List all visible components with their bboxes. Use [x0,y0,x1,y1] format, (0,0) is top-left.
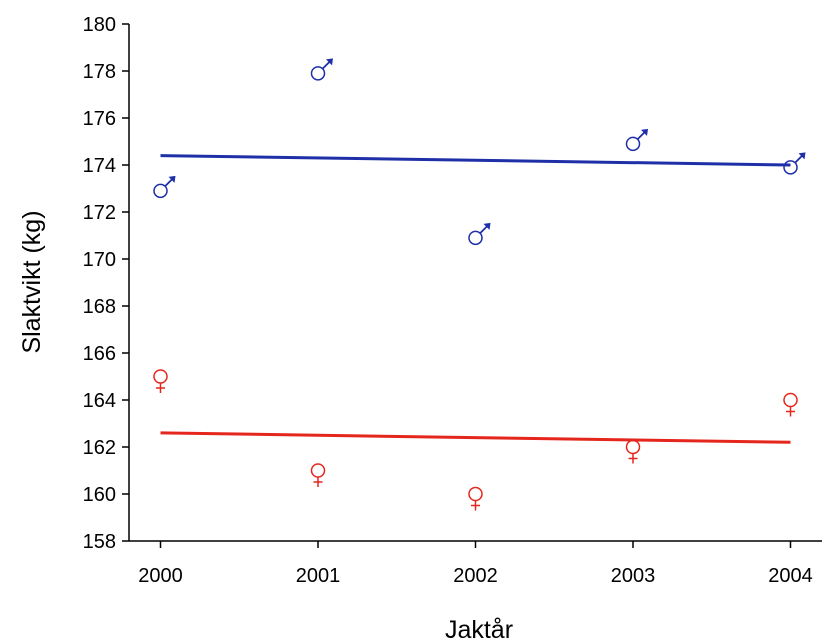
y-tick-label: 176 [83,108,116,130]
male-arrow-head [641,128,648,136]
male-symbol-point [783,152,806,175]
y-tick-label: 158 [83,531,116,553]
x-tick-label: 2002 [453,565,498,587]
x-tick-label: 2000 [138,565,183,587]
point-circle [625,439,641,455]
female-symbol-point [625,439,641,464]
point-circle [468,486,483,502]
trend-lines [160,154,791,444]
x-tick-label: 2003 [611,565,656,587]
male-arrow-head [326,58,333,66]
point-circle [468,230,483,246]
female-symbol-point [783,392,798,417]
x-axis-title: Jaktår [445,616,513,643]
point-circle [625,136,641,152]
female-symbol-point [153,369,168,393]
point-circle [310,66,326,81]
trend-line [160,154,791,167]
point-circle [310,463,326,478]
point-circle [153,183,168,199]
point-circle [783,392,798,408]
male-arrow-head [798,152,806,160]
data-points [153,58,806,511]
y-tick-label: 172 [83,202,116,224]
axes [128,24,822,542]
female-symbol-point [468,486,483,511]
male-arrow-head [483,222,491,230]
male-symbol-point [153,175,176,199]
y-axis-ticks: 158 160 162 164 166 168 170 172 174 176 178 180 [83,14,129,553]
y-tick-label: 168 [83,296,116,318]
x-tick-label: 2004 [768,565,813,587]
female-symbol-point [310,463,326,487]
male-symbol-point [625,128,648,152]
male-symbol-point [468,222,491,246]
point-circle [153,369,168,384]
y-tick-label: 174 [83,155,116,177]
y-axis-title: Slaktvikt (kg) [18,210,46,353]
y-tick-label: 180 [83,14,116,36]
y-tick-label: 170 [83,249,116,271]
y-tick-label: 162 [83,437,116,459]
male-arrow-head [168,175,176,183]
trend-line [160,431,791,444]
y-tick-label: 166 [83,343,116,365]
y-tick-label: 160 [83,484,116,506]
point-circle [783,160,798,175]
x-axis-ticks: 2000 2001 2002 2003 2004 [138,541,813,587]
male-symbol-point [310,58,333,81]
x-tick-label: 2001 [296,565,341,587]
y-tick-label: 164 [83,390,116,412]
y-tick-label: 178 [83,61,116,83]
